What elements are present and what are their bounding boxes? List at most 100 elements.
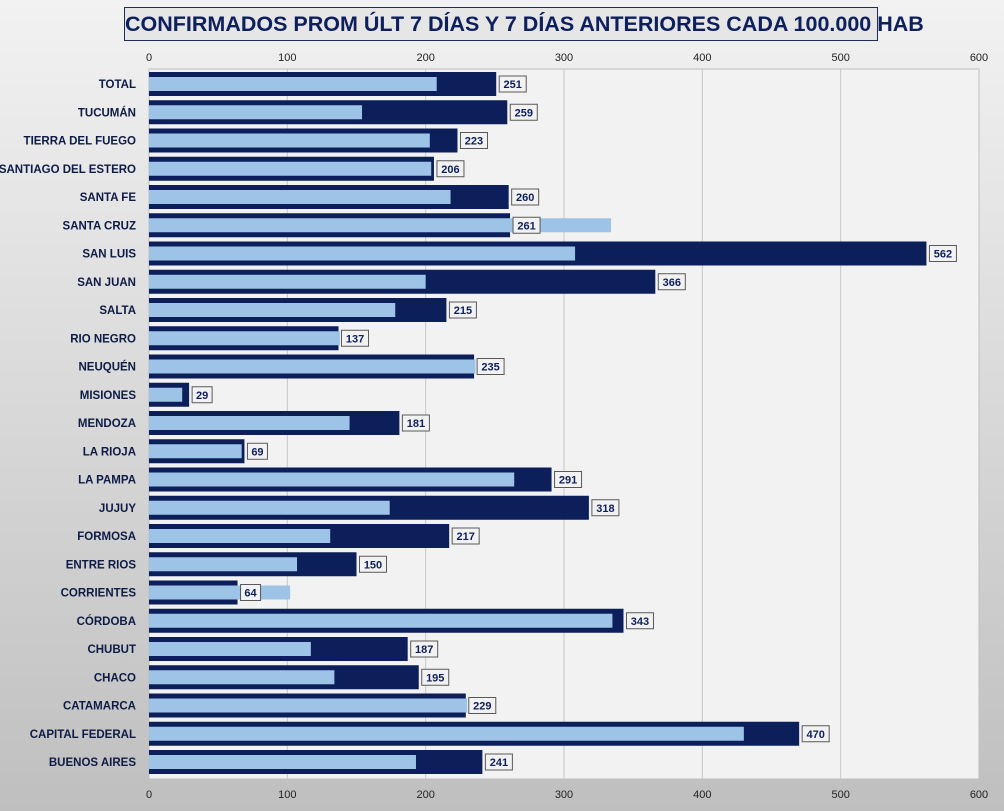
bar-previous	[149, 500, 390, 515]
bottom-axis: 0 100 200 300 400 500 600	[146, 789, 988, 801]
category-label: CHUBUT	[87, 644, 136, 656]
x-tick-label-top: 400	[693, 52, 711, 64]
data-label-box	[459, 132, 488, 149]
bar-previous	[149, 529, 331, 543]
data-label: 343	[631, 616, 649, 628]
data-label-box	[341, 329, 370, 347]
bar-previous	[149, 77, 437, 91]
data-label-box	[928, 245, 957, 262]
data-label-box	[512, 216, 541, 234]
category-label: BUENOS AIRES	[49, 757, 136, 769]
category-label: CHACO	[94, 672, 136, 684]
data-label-box	[240, 584, 262, 601]
category-label: RIO NEGRO	[70, 333, 136, 345]
category-label: SAN JUAN	[77, 277, 136, 289]
data-label: 69	[251, 446, 263, 458]
bar-previous	[149, 557, 298, 572]
category-label: TUCUMÁN	[78, 106, 136, 119]
category-label: SAN LUIS	[82, 249, 136, 261]
x-tick-label-top: 300	[555, 52, 573, 64]
category-label: NEUQUÉN	[78, 361, 136, 374]
bar-previous	[149, 698, 468, 713]
category-label: LA PAMPA	[78, 475, 136, 487]
x-tick-label-bottom: 500	[831, 789, 849, 801]
category-label: CAPITAL FEDERAL	[30, 729, 136, 741]
bar-previous	[149, 444, 242, 459]
category-label: SANTA FE	[80, 192, 137, 204]
bar-previous	[149, 274, 426, 289]
bar-previous	[149, 161, 432, 176]
x-tick-label-bottom: 0	[146, 789, 152, 801]
bar-previous	[149, 726, 744, 741]
bar-previous	[149, 303, 396, 317]
bar-previous	[149, 387, 183, 402]
data-label-box	[801, 725, 830, 743]
category-label: CÓRDOBA	[77, 615, 136, 628]
data-label: 260	[516, 192, 534, 204]
category-label: SALTA	[99, 305, 136, 317]
x-tick-label-bottom: 100	[278, 789, 296, 801]
data-label-box	[436, 160, 465, 178]
data-label-box	[246, 442, 268, 460]
data-label: 223	[465, 136, 483, 148]
data-label: 150	[364, 559, 382, 571]
bar-previous	[149, 416, 350, 430]
data-label: 366	[663, 277, 681, 289]
data-label: 181	[407, 418, 425, 430]
data-label: 470	[806, 729, 824, 741]
x-tick-label-top: 0	[146, 52, 152, 64]
category-label: TOTAL	[99, 79, 136, 91]
data-label: 217	[457, 531, 475, 543]
category-label: LA RIOJA	[83, 446, 136, 458]
category-label: TIERRA DEL FUEGO	[24, 136, 137, 148]
data-label-box	[191, 386, 213, 404]
data-label: 261	[517, 220, 535, 232]
bar-previous	[149, 359, 476, 374]
data-labels: 251 259 223 206 260 261 562 366 215 137 235 29 181 69…	[191, 75, 957, 771]
data-label: 137	[346, 333, 364, 345]
data-label-box	[657, 273, 686, 291]
data-label: 291	[559, 475, 577, 487]
bar-previous	[149, 190, 451, 204]
x-tick-label-bottom: 600	[970, 789, 988, 801]
data-label-box	[509, 103, 538, 121]
data-label-box	[359, 555, 387, 573]
data-label-box	[410, 640, 439, 658]
data-label: 562	[934, 249, 952, 261]
data-label-box	[554, 471, 583, 488]
bar-previous	[149, 472, 515, 487]
bar-previous	[149, 133, 430, 148]
data-label: 241	[490, 757, 508, 769]
data-label-box	[421, 668, 450, 686]
bars	[149, 72, 927, 774]
data-label-box	[451, 527, 480, 545]
category-label: MENDOZA	[78, 418, 136, 430]
category-label: CORRIENTES	[61, 588, 137, 600]
data-label: 318	[596, 503, 614, 515]
data-label: 195	[426, 672, 444, 684]
category-label: SANTIAGO DEL ESTERO	[0, 164, 136, 176]
x-tick-label-bottom: 400	[693, 789, 711, 801]
data-label-box	[448, 301, 477, 319]
category-label: JUJUY	[99, 503, 136, 515]
bar-previous	[149, 670, 335, 685]
x-tick-label-top: 500	[831, 52, 849, 64]
top-axis: 0 100 200 300 400 500 600	[146, 52, 988, 64]
data-label: 206	[441, 164, 459, 176]
data-label-box	[401, 414, 430, 432]
bar-previous	[149, 246, 576, 261]
bar-previous	[149, 642, 311, 656]
data-label: 29	[196, 390, 208, 402]
data-label-box	[476, 358, 505, 375]
data-label-box	[484, 753, 513, 771]
data-label-box	[498, 75, 527, 93]
category-label: CATAMARCA	[63, 701, 136, 713]
data-label: 215	[454, 305, 472, 317]
category-label: SANTA CRUZ	[63, 220, 136, 232]
bar-previous	[149, 218, 612, 233]
data-label: 187	[415, 644, 433, 656]
bar-previous	[149, 585, 291, 600]
data-label: 235	[481, 362, 499, 374]
x-tick-label-top: 600	[970, 52, 988, 64]
bar-previous	[149, 755, 416, 769]
